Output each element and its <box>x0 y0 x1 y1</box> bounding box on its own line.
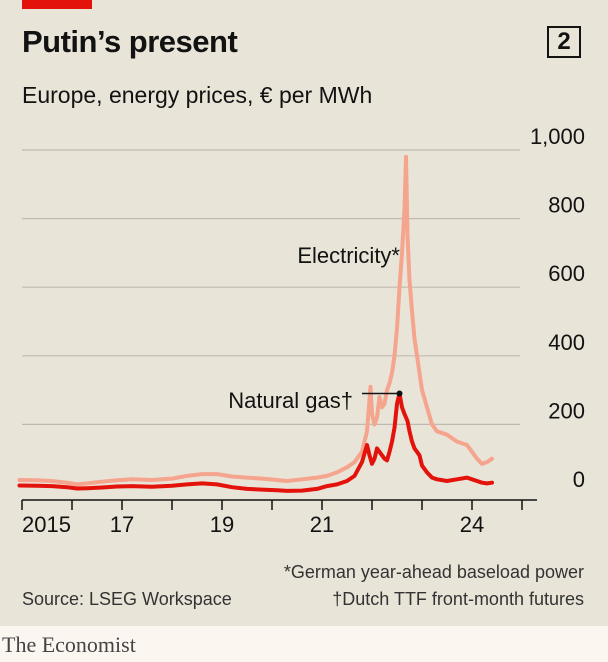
y-tick-label: 1,000 <box>530 124 585 149</box>
chart-number-badge: 2 <box>547 26 581 58</box>
annotation-gas: Natural gas† <box>228 388 353 413</box>
chart-subtitle: Europe, energy prices, € per MWh <box>22 82 373 108</box>
x-tick-label: 19 <box>210 512 234 537</box>
series-line-gas <box>17 391 494 493</box>
line-chart: 0 200 400 600 800 1,000 2015 17 19 21 24 Electricit… <box>17 124 585 537</box>
x-tick-label: 17 <box>110 512 134 537</box>
annotation-gas-dot <box>396 390 403 397</box>
y-tick-label: 0 <box>573 467 585 492</box>
x-tick-label: 21 <box>310 512 334 537</box>
chart-card: Putin’s present 2 Europe, energy prices,… <box>0 0 608 626</box>
source-note: Source: LSEG Workspace <box>22 589 232 609</box>
y-tick-label: 400 <box>548 330 585 355</box>
series-line-electricity <box>17 154 494 487</box>
y-tick-label: 200 <box>548 398 585 423</box>
footnote-gas: †Dutch TTF front-month futures <box>332 589 584 609</box>
footnote-electricity: *German year-ahead baseload power <box>283 562 584 582</box>
brand-logo: The Economist <box>2 632 136 657</box>
chart-title: Putin’s present <box>22 24 238 59</box>
y-tick-label: 800 <box>548 193 585 218</box>
annotation-electricity: Electricity* <box>297 243 400 268</box>
x-tick-label: 24 <box>460 512 484 537</box>
x-tick-label: 2015 <box>22 512 71 537</box>
accent-bar <box>22 0 92 9</box>
y-tick-label: 600 <box>548 261 585 286</box>
